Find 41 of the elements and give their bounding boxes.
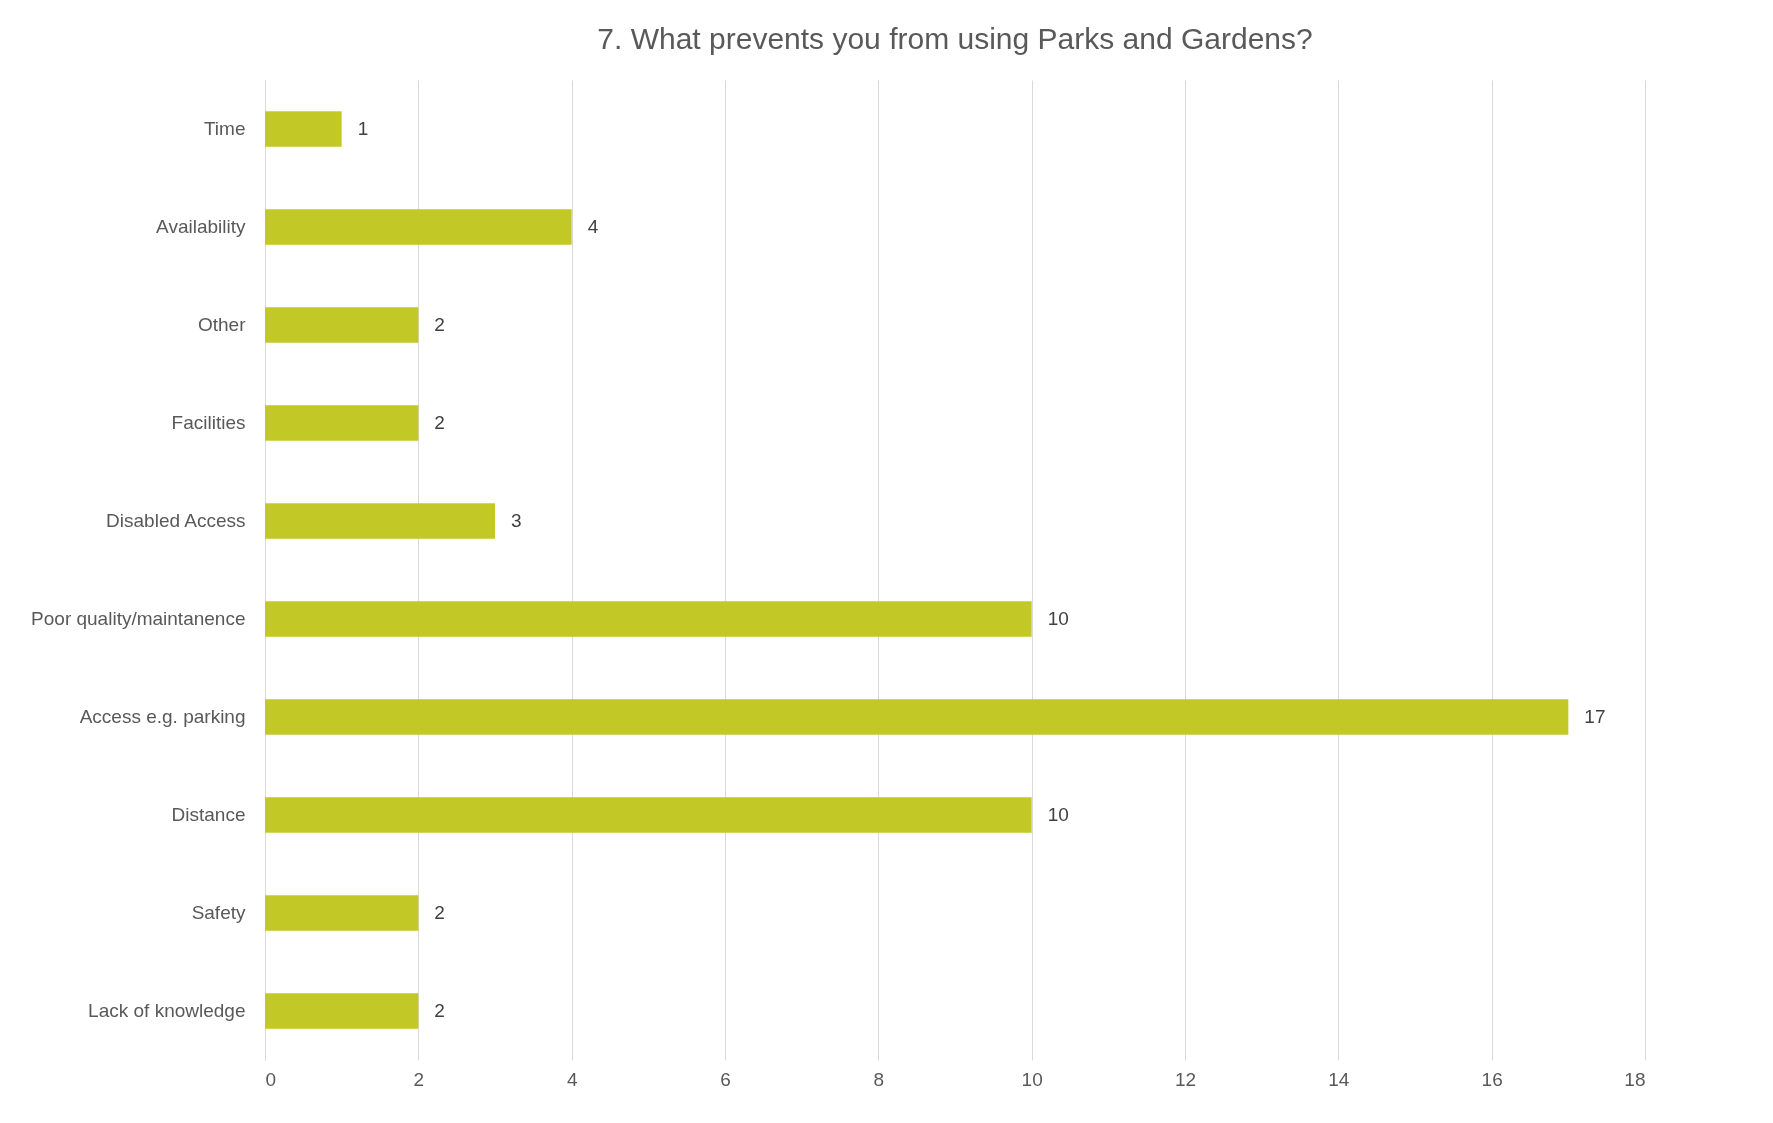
x-tick-label: 14 <box>1328 1068 1350 1090</box>
data-label: 4 <box>587 216 599 237</box>
bar <box>265 307 419 343</box>
bar <box>265 405 419 441</box>
bar <box>265 895 419 931</box>
x-tick-label: 6 <box>720 1068 731 1090</box>
bar <box>265 503 495 539</box>
chart-title: 7. What prevents you from using Parks and Gardens? <box>597 22 1313 55</box>
bar <box>265 209 572 245</box>
bar <box>265 699 1569 735</box>
data-label: 3 <box>511 510 522 531</box>
data-label: 2 <box>434 412 445 433</box>
data-label: 2 <box>434 1000 445 1021</box>
x-tick-label: 18 <box>1624 1068 1646 1090</box>
x-tick-label: 2 <box>413 1068 425 1090</box>
y-tick-label: Poor quality/maintanence <box>31 608 246 629</box>
y-tick-label: Distance <box>171 804 246 825</box>
bar <box>265 797 1032 833</box>
data-label: 2 <box>434 314 445 335</box>
data-label: 10 <box>1047 608 1069 629</box>
data-label: 17 <box>1584 706 1606 727</box>
x-tick-label: 0 <box>265 1068 277 1090</box>
x-tick-label: 4 <box>566 1068 578 1090</box>
y-tick-label: Access e.g. parking <box>79 706 246 727</box>
data-label: 10 <box>1047 804 1069 825</box>
data-label: 2 <box>434 902 445 923</box>
bar <box>265 111 342 147</box>
x-tick-label: 10 <box>1021 1068 1043 1090</box>
y-tick-label: Facilities <box>171 412 246 433</box>
y-tick-label: Time <box>203 118 246 139</box>
y-tick-label: Availability <box>156 216 246 237</box>
y-tick-label: Lack of knowledge <box>88 1000 246 1021</box>
data-label: 1 <box>357 118 369 139</box>
bar <box>265 993 419 1029</box>
y-tick-label: Safety <box>191 902 246 923</box>
y-tick-label: Other <box>197 314 247 335</box>
y-tick-label: Disabled Access <box>106 510 246 531</box>
x-tick-label: 12 <box>1174 1068 1197 1090</box>
x-tick-label: 8 <box>873 1068 885 1090</box>
x-tick-label: 16 <box>1481 1068 1503 1090</box>
bar <box>265 601 1032 637</box>
